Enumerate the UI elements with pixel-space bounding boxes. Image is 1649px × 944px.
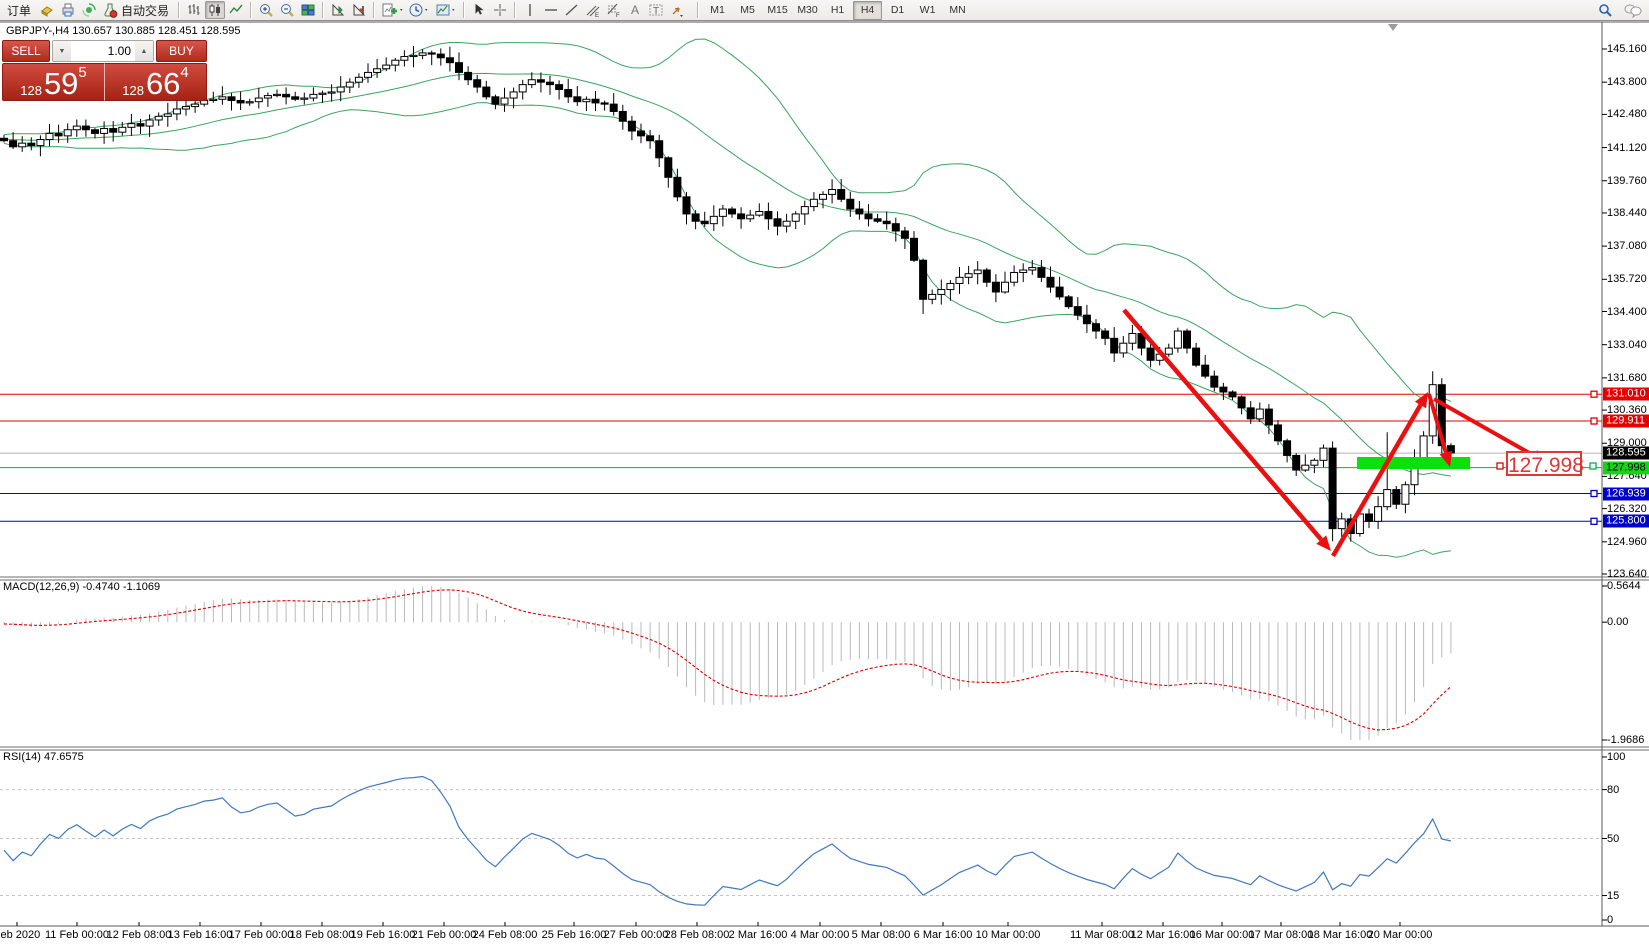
search-icon[interactable] xyxy=(1595,1,1615,19)
vertical-line-icon[interactable] xyxy=(520,1,540,19)
volume-input[interactable] xyxy=(71,41,135,61)
timeframe-m5-button[interactable]: M5 xyxy=(740,4,755,16)
sell-price-big: 59 xyxy=(43,66,79,101)
svg-text:T: T xyxy=(653,6,659,17)
sell-price-button[interactable]: 128 59 5 xyxy=(2,63,105,101)
crosshair-icon[interactable] xyxy=(490,1,510,19)
buy-button[interactable]: BUY xyxy=(156,40,207,62)
new-order-button[interactable]: 订单 xyxy=(2,1,36,19)
toolbar-separator xyxy=(322,2,325,18)
timeframe-group: M1 M5 M15 M30 H1 H4 D1 W1 MN xyxy=(703,0,972,20)
timeframe-d1-button[interactable]: D1 xyxy=(890,4,905,16)
autotrading-label: 自动交易 xyxy=(121,3,170,18)
text-icon[interactable]: A xyxy=(625,1,645,19)
timeframe-m30-button[interactable]: M30 xyxy=(797,4,818,16)
autotrading-button[interactable]: 自动交易 xyxy=(100,1,174,19)
toolbar-separator xyxy=(373,2,376,18)
buy-button-label: BUY xyxy=(169,44,194,58)
trend-arrowhead xyxy=(1414,392,1428,409)
svg-text:F: F xyxy=(616,13,620,18)
sell-button[interactable]: SELL xyxy=(2,40,50,62)
strategy-play-icon[interactable] xyxy=(328,1,348,19)
buy-price-prefix: 128 xyxy=(122,83,144,98)
toolbar-separator xyxy=(178,2,181,18)
new-chart-icon[interactable] xyxy=(379,1,405,19)
arrows-icon[interactable] xyxy=(667,1,693,19)
sonar-icon[interactable] xyxy=(79,1,99,19)
cursor-icon[interactable] xyxy=(469,1,489,19)
template-icon[interactable] xyxy=(433,1,459,19)
timeframe-w1-button[interactable]: W1 xyxy=(919,4,936,16)
toolbar-separator xyxy=(250,2,253,18)
timeframe-h4-button[interactable]: H4 xyxy=(853,0,883,20)
toolbar-separator xyxy=(697,2,700,18)
strategy-step-icon[interactable] xyxy=(349,1,369,19)
buy-price-big: 66 xyxy=(145,66,181,101)
volume-decrease-button[interactable]: ▼ xyxy=(53,41,71,61)
period-clock-icon[interactable] xyxy=(406,1,432,19)
svg-text:E: E xyxy=(595,13,599,18)
bar-chart-icon[interactable] xyxy=(184,1,204,19)
zoom-in-icon[interactable] xyxy=(256,1,276,19)
volume-increase-button[interactable]: ▲ xyxy=(135,41,153,61)
main-toolbar: 订单 自动交易 E F A T M1 M5 M15 M30 H1 H4 D1 W1 MN xyxy=(0,0,1649,21)
support-zone-bar xyxy=(1357,457,1470,469)
chat-icon[interactable] xyxy=(1621,1,1645,19)
tile-windows-icon[interactable] xyxy=(298,1,318,19)
channel-icon[interactable]: E xyxy=(583,1,603,19)
toolbar-separator xyxy=(463,2,466,18)
sell-button-label: SELL xyxy=(11,44,41,58)
text-label-icon[interactable]: T xyxy=(646,1,666,19)
volume-control: ▼ ▲ xyxy=(52,40,154,62)
timeframe-mn-button[interactable]: MN xyxy=(949,4,966,16)
new-order-label: 订单 xyxy=(7,3,32,18)
buy-price-button[interactable]: 128 66 4 xyxy=(105,63,207,101)
timeframe-h1-button[interactable]: H1 xyxy=(830,4,845,16)
fibonacci-icon[interactable]: F xyxy=(604,1,624,19)
chart-shift-marker xyxy=(1388,24,1398,31)
timeframe-m1-button[interactable]: M1 xyxy=(710,4,725,16)
zoom-out-icon[interactable] xyxy=(277,1,297,19)
svg-text:A: A xyxy=(631,3,639,17)
sell-price-sup: 5 xyxy=(78,64,87,81)
candlestick-chart-icon[interactable] xyxy=(205,1,226,19)
buy-price-sup: 4 xyxy=(180,64,189,81)
sell-price-prefix: 128 xyxy=(20,83,42,98)
trend-arrowhead xyxy=(1439,450,1453,467)
trendline-icon[interactable] xyxy=(562,1,582,19)
horizontal-line-icon[interactable] xyxy=(541,1,561,19)
one-click-trading-panel: SELL ▼ ▲ BUY 128 59 5 128 66 4 xyxy=(2,40,207,101)
history-book-icon[interactable] xyxy=(37,1,57,19)
timeframe-m15-button[interactable]: M15 xyxy=(767,4,788,16)
toolbar-separator xyxy=(514,2,517,18)
line-chart-icon[interactable] xyxy=(226,1,246,19)
trend-arrowhead xyxy=(1316,535,1331,551)
print-icon[interactable] xyxy=(58,1,78,19)
